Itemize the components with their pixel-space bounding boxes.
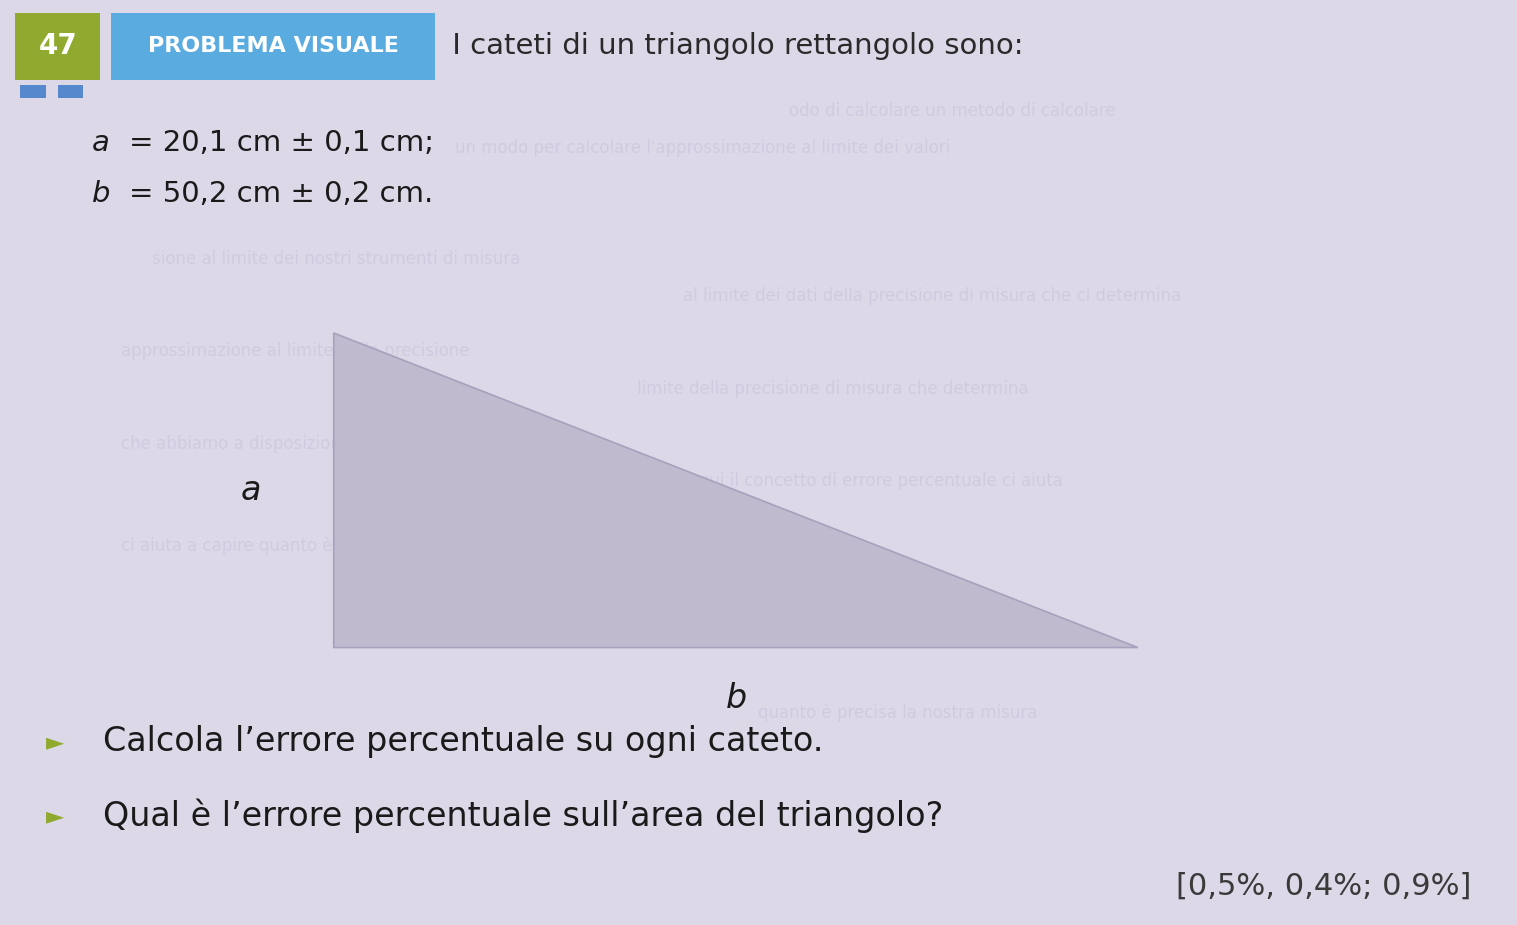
- Text: quanto è precisa la nostra misura: quanto è precisa la nostra misura: [758, 703, 1038, 722]
- Text: approssimazione al limite della precisione: approssimazione al limite della precisio…: [121, 342, 470, 361]
- Text: $b$: $b$: [725, 682, 746, 715]
- Text: Qual è l’errore percentuale sull’area del triangolo?: Qual è l’errore percentuale sull’area de…: [103, 798, 944, 833]
- Polygon shape: [334, 333, 1138, 648]
- Text: 47: 47: [38, 32, 77, 60]
- FancyBboxPatch shape: [20, 85, 46, 98]
- Text: sione al limite dei nostri strumenti di misura: sione al limite dei nostri strumenti di …: [152, 250, 520, 268]
- Text: odo di calcolare un metodo di calcolare: odo di calcolare un metodo di calcolare: [789, 102, 1115, 120]
- Text: che abbiamo a disposizione e qui il concetto: che abbiamo a disposizione e qui il conc…: [121, 435, 490, 453]
- Text: $a$: $a$: [91, 130, 109, 157]
- Text: = 50,2 cm ± 0,2 cm.: = 50,2 cm ± 0,2 cm.: [129, 180, 434, 208]
- Text: al limite dei dati della precisione di misura che ci determina: al limite dei dati della precisione di m…: [683, 287, 1180, 305]
- Text: ci aiuta a capire quanto è precisa: ci aiuta a capire quanto è precisa: [121, 536, 397, 555]
- Text: quanto è precisa la nostra misura e i dati: quanto è precisa la nostra misura e i da…: [531, 574, 872, 592]
- Text: ►: ►: [46, 730, 64, 754]
- Text: limite della precisione di misura che determina: limite della precisione di misura che de…: [637, 379, 1029, 398]
- Text: ►: ►: [46, 804, 64, 828]
- Text: Calcola l’errore percentuale su ogni cateto.: Calcola l’errore percentuale su ogni cat…: [103, 725, 824, 758]
- FancyBboxPatch shape: [58, 85, 83, 98]
- Text: disposizione e qui il concetto di errore percentuale ci aiuta: disposizione e qui il concetto di errore…: [576, 472, 1063, 490]
- Text: [0,5%, 0,4%; 0,9%]: [0,5%, 0,4%; 0,9%]: [1176, 871, 1471, 901]
- Text: = 20,1 cm ± 0,1 cm;: = 20,1 cm ± 0,1 cm;: [129, 130, 434, 157]
- Text: un modo per calcolare l'approssimazione al limite dei valori: un modo per calcolare l'approssimazione …: [455, 139, 950, 157]
- Text: $a$: $a$: [240, 474, 261, 507]
- Text: $b$: $b$: [91, 180, 111, 208]
- FancyBboxPatch shape: [111, 13, 435, 80]
- Text: I cateti di un triangolo rettangolo sono:: I cateti di un triangolo rettangolo sono…: [443, 32, 1024, 60]
- Text: PROBLEMA VISUALE: PROBLEMA VISUALE: [147, 36, 399, 56]
- FancyBboxPatch shape: [15, 13, 100, 80]
